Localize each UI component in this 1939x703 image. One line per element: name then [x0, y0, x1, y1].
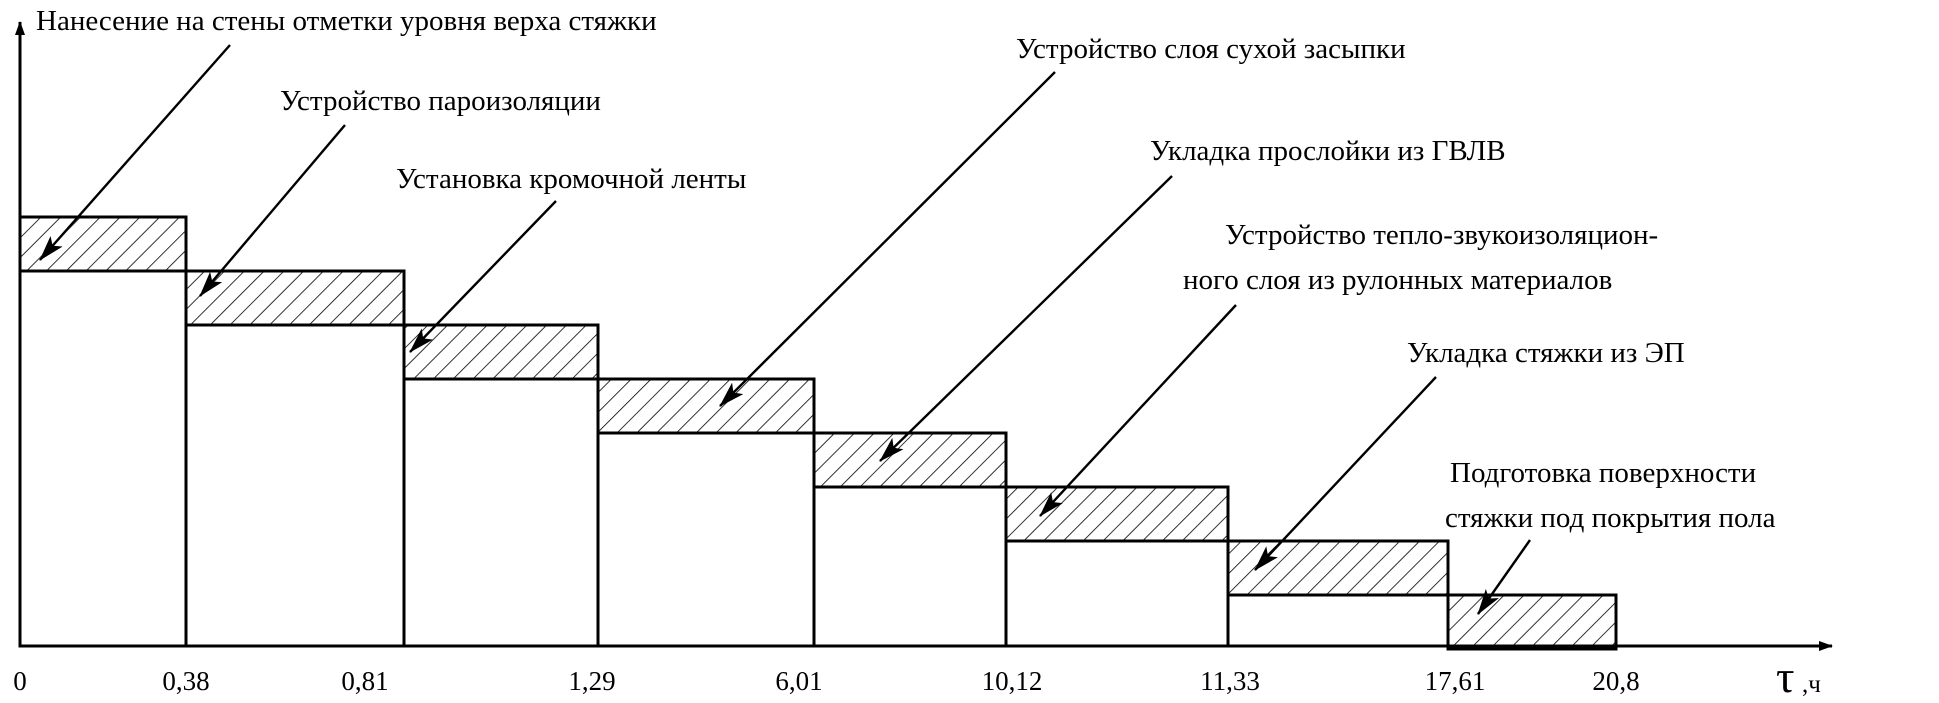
stage-bar-7: [1226, 539, 1450, 648]
stage-label-7: Укладка стяжки из ЭП: [1407, 337, 1685, 369]
leader-arrow-1: [39, 44, 231, 261]
x-tick-2: 0,81: [341, 666, 388, 696]
stage-hatch-3: [402, 323, 600, 381]
stage-block-7: [1226, 593, 1450, 648]
leader-arrow-3: [409, 200, 557, 353]
stage-hatch-7: [1226, 539, 1450, 597]
stage-bars: [18, 215, 1618, 651]
stage-label-2: Устройство пароизоляции: [280, 85, 601, 117]
leader-arrows: [39, 44, 1531, 615]
stage-bar-5: [812, 431, 1008, 648]
x-tick-3: 1,29: [568, 666, 615, 696]
stage-label-8: Подготовка поверхности стяжки под покрыт…: [1445, 457, 1776, 534]
x-tick-labels: 0 0,38 0,81 1,29 6,01 10,12 11,33 17,61 …: [13, 666, 1639, 696]
x-tick-0: 0: [13, 666, 27, 696]
stage-hatch-5: [812, 431, 1008, 489]
stage-block-4: [596, 431, 816, 648]
x-tick-7: 17,61: [1425, 666, 1486, 696]
stage-label-3: Установка кромочной ленты: [396, 163, 746, 195]
stage-bar-2: [184, 269, 406, 648]
stage-block-6: [1004, 539, 1230, 648]
x-tick-4: 6,01: [775, 666, 822, 696]
stage-block-2: [184, 323, 406, 648]
stage-hatch-2: [184, 269, 406, 327]
stage-bar-6: [1004, 485, 1230, 648]
leader-arrow-8: [1477, 539, 1531, 615]
stage-hatch-4: [596, 377, 816, 435]
leader-arrow-6: [1039, 304, 1237, 517]
x-tick-5: 10,12: [982, 666, 1043, 696]
stage-bar-4: [596, 377, 816, 648]
stage-block-5: [812, 485, 1008, 648]
stage-label-4: Устройство слоя сухой засыпки: [1016, 33, 1406, 65]
stage-labels: Нанесение на стены отметки уровня верха …: [36, 5, 1776, 534]
stage-bar-1: [18, 215, 188, 648]
stage-bar-8: [1446, 593, 1618, 651]
stage-block-1: [18, 269, 188, 648]
stage-label-6: Устройство тепло-звукоизоляцион- ного сл…: [1183, 219, 1665, 296]
stage-label-1: Нанесение на стены отметки уровня верха …: [36, 5, 657, 37]
stage-label-5: Укладка прослойки из ГВЛВ: [1150, 135, 1506, 167]
x-tick-8: 20,8: [1592, 666, 1639, 696]
x-tick-1: 0,38: [162, 666, 209, 696]
stage-hatch-6: [1004, 485, 1230, 543]
leader-arrow-2: [199, 124, 346, 297]
x-tick-6: 11,33: [1200, 666, 1260, 696]
x-axis-unit: ,ч: [1802, 671, 1821, 698]
stage-bar-3: [402, 323, 600, 648]
leader-arrow-4: [719, 71, 1056, 407]
stage-hatch-8: [1446, 593, 1618, 651]
leader-arrow-7: [1254, 376, 1437, 571]
x-axis-title: τ: [1776, 651, 1795, 702]
leader-arrow-5: [879, 175, 1173, 462]
stage-block-3: [402, 377, 600, 648]
stage-hatch-1: [18, 215, 188, 273]
